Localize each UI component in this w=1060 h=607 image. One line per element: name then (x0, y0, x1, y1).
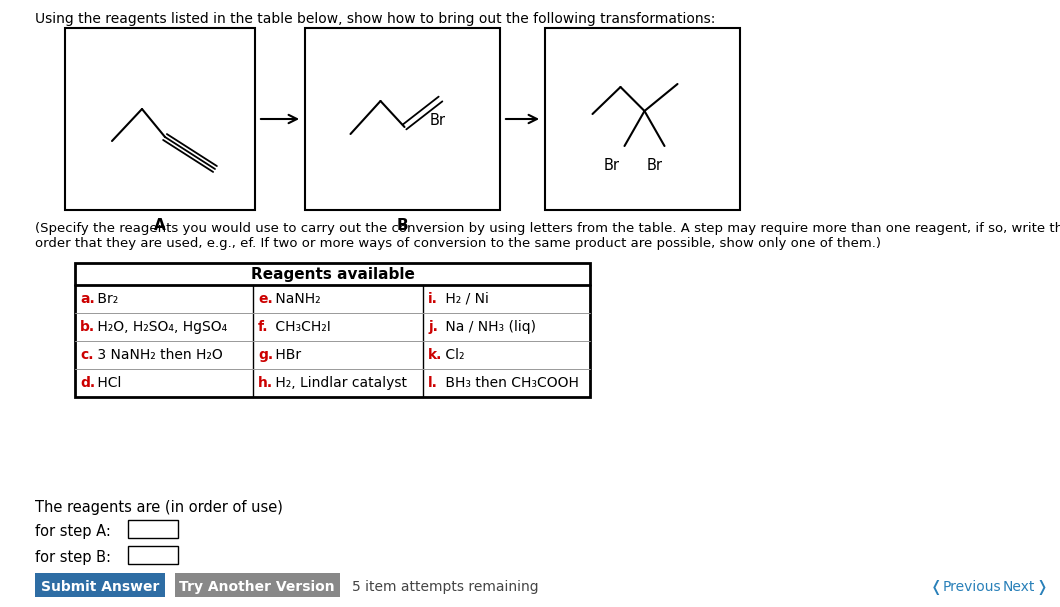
Bar (545, 28, 740, 210)
Text: a.: a. (80, 292, 94, 306)
Text: Next: Next (1003, 580, 1036, 594)
Text: Br₂: Br₂ (93, 292, 119, 306)
Text: Br: Br (603, 158, 619, 173)
Text: Using the reagents listed in the table below, show how to bring out the followin: Using the reagents listed in the table b… (35, 12, 716, 26)
Text: H₂ / Ni: H₂ / Ni (441, 292, 489, 306)
Text: f.: f. (258, 320, 268, 334)
Text: Cl₂: Cl₂ (441, 348, 464, 362)
Bar (65, 28, 255, 210)
Text: g.: g. (258, 348, 273, 362)
Text: order that they are used, e.g., ef. If two or more ways of conversion to the sam: order that they are used, e.g., ef. If t… (35, 237, 881, 250)
Text: HCl: HCl (93, 376, 122, 390)
Text: d.: d. (80, 376, 95, 390)
Text: for step B:: for step B: (35, 550, 111, 565)
Text: Try Another Version: Try Another Version (179, 580, 335, 594)
Text: j.: j. (428, 320, 438, 334)
Text: HBr: HBr (271, 348, 301, 362)
Bar (35, 573, 165, 597)
Text: BH₃ then CH₃COOH: BH₃ then CH₃COOH (441, 376, 579, 390)
Text: i.: i. (428, 292, 438, 306)
Text: c.: c. (80, 348, 93, 362)
Text: l.: l. (428, 376, 438, 390)
Text: k.: k. (428, 348, 442, 362)
Text: CH₃CH₂I: CH₃CH₂I (271, 320, 331, 334)
Bar (175, 573, 340, 597)
Bar (305, 28, 500, 210)
Text: for step A:: for step A: (35, 524, 111, 539)
Text: e.: e. (258, 292, 272, 306)
Text: The reagents are (in order of use): The reagents are (in order of use) (35, 500, 283, 515)
Text: Br: Br (647, 158, 662, 173)
Text: h.: h. (258, 376, 273, 390)
Text: ❬: ❬ (930, 580, 942, 595)
Text: B: B (396, 218, 408, 233)
Text: Br: Br (429, 113, 445, 128)
Text: Previous: Previous (943, 580, 1002, 594)
Text: H₂, Lindlar catalyst: H₂, Lindlar catalyst (271, 376, 407, 390)
Text: ❭: ❭ (1035, 580, 1047, 595)
Text: H₂O, H₂SO₄, HgSO₄: H₂O, H₂SO₄, HgSO₄ (93, 320, 227, 334)
Text: Reagents available: Reagents available (250, 267, 414, 282)
Text: 3 NaNH₂ then H₂O: 3 NaNH₂ then H₂O (93, 348, 223, 362)
Text: (Specify the reagents you would use to carry out the conversion by using letters: (Specify the reagents you would use to c… (35, 222, 1060, 235)
Text: 5 item attempts remaining: 5 item attempts remaining (352, 580, 538, 594)
Text: NaNH₂: NaNH₂ (271, 292, 320, 306)
Text: Na / NH₃ (liq): Na / NH₃ (liq) (441, 320, 536, 334)
Text: A: A (154, 218, 165, 233)
Text: b.: b. (80, 320, 95, 334)
Text: Submit Answer: Submit Answer (41, 580, 159, 594)
Bar (75, 263, 590, 397)
Bar (128, 520, 178, 538)
Bar (128, 546, 178, 564)
